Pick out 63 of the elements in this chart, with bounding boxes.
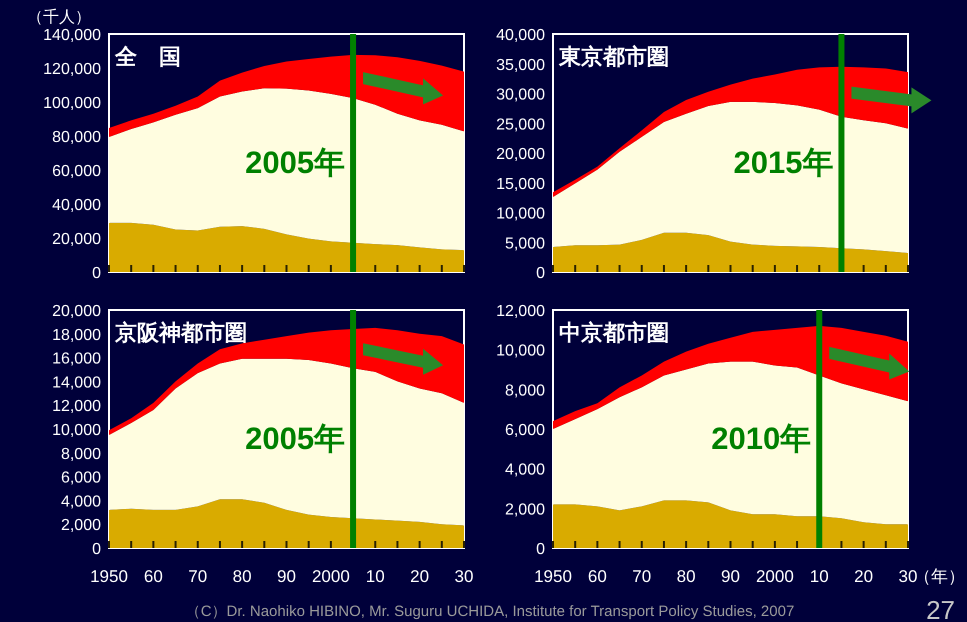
- x-tick-label: 1950: [90, 567, 128, 586]
- ref-line-label: 2015年: [733, 145, 834, 180]
- y-tick-label: 18,000: [52, 326, 102, 344]
- y-tick-label: 25,000: [496, 116, 546, 134]
- text: 全 国: [114, 44, 181, 69]
- ref-line-label: 2010年: [711, 421, 812, 456]
- y-tick-label: 8,000: [60, 446, 102, 463]
- y-tick-label: 10,000: [52, 422, 102, 439]
- text: 中京都市圏: [559, 320, 669, 345]
- y-tick-label: 35,000: [496, 56, 546, 74]
- x-tick-label: 90: [277, 567, 296, 586]
- y-tick-label: 40,000: [496, 27, 546, 44]
- y-tick-label: 6,000: [504, 422, 546, 439]
- y-axis-title: （千人）: [27, 8, 91, 26]
- ref-line-label: 2005年: [245, 145, 346, 180]
- x-tick-label: 90: [721, 567, 740, 586]
- x-tick-label: 30: [454, 567, 474, 586]
- ref-line-label: 2005年: [245, 421, 346, 456]
- y-tick-label: 0: [536, 265, 546, 282]
- y-tick-label: 6,000: [60, 470, 102, 487]
- x-tick-label: 60: [144, 567, 163, 586]
- y-tick-label: 12,000: [496, 303, 546, 320]
- y-tick-label: 10,000: [496, 342, 546, 360]
- x-tick-label: 70: [632, 567, 652, 586]
- y-tick-label: 10,000: [496, 206, 546, 222]
- x-tick-label: 80: [232, 567, 252, 586]
- text: 東京都市圏: [558, 44, 669, 69]
- x-tick-label: 1950: [534, 567, 572, 586]
- y-tick-label: 16,000: [52, 350, 102, 368]
- x-tick-label: 10: [810, 567, 829, 586]
- x-tick-label: 20: [854, 567, 874, 586]
- y-tick-label: 14,000: [52, 374, 102, 392]
- text: （C）Dr. Naohiko HIBINO, Mr. Suguru UCHIDA, Institute for Transport Policy Studies, 2007: [186, 603, 794, 620]
- x-tick-label: 2000: [312, 567, 350, 586]
- y-tick-label: 30,000: [496, 86, 546, 104]
- y-tick-label: 60,000: [52, 163, 102, 180]
- x-tick-label: 70: [188, 567, 208, 586]
- y-tick-label: 0: [536, 541, 546, 558]
- text: 京阪神都市圏: [114, 320, 247, 345]
- y-tick-label: 100,000: [43, 95, 102, 112]
- x-tick-label: 2000: [756, 567, 794, 586]
- x-tick-label: 20: [410, 567, 430, 586]
- y-tick-label: 12,000: [52, 398, 102, 416]
- y-tick-label: 4,000: [504, 462, 546, 479]
- y-tick-label: 40,000: [52, 197, 102, 214]
- x-tick-label: 60: [588, 567, 607, 586]
- y-tick-label: 15,000: [496, 176, 546, 193]
- y-tick-label: 2,000: [504, 501, 546, 518]
- y-tick-label: 0: [92, 265, 102, 282]
- y-tick-label: 8,000: [504, 382, 546, 400]
- y-tick-label: 140,000: [43, 27, 102, 44]
- y-tick-label: 20,000: [52, 231, 102, 248]
- y-tick-label: 2,000: [60, 517, 102, 534]
- x-tick-label: 80: [676, 567, 696, 586]
- y-tick-label: 120,000: [43, 61, 102, 78]
- y-tick-label: 20,000: [496, 146, 546, 163]
- y-tick-label: 0: [92, 541, 102, 558]
- x-tick-label: 10: [366, 567, 385, 586]
- y-tick-label: 4,000: [60, 493, 102, 510]
- y-tick-label: 80,000: [52, 129, 102, 146]
- y-tick-label: 20,000: [52, 303, 102, 320]
- text: 27: [926, 595, 955, 622]
- y-tick-label: 5,000: [504, 235, 546, 252]
